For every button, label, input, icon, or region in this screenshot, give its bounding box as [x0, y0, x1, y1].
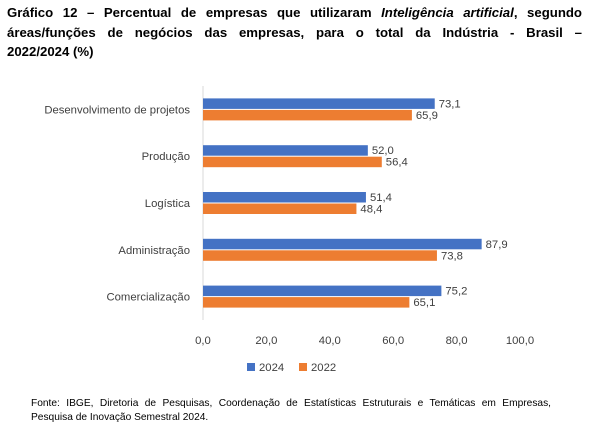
data-label-2022: 48,4 — [360, 204, 382, 216]
source-note: Fonte: IBGE, Diretoria de Pesquisas, Coo… — [31, 398, 551, 423]
x-tick-label: 80,0 — [446, 335, 468, 347]
chart-title-line-2: áreas/funções de negócios das empresas, … — [7, 24, 582, 40]
bar-2022 — [203, 203, 357, 214]
category-label: Desenvolvimento de projetos — [44, 104, 190, 116]
bar-chart: Desenvolvimento de projetos 73,165,9 Produ… — [44, 86, 534, 374]
chart-title-line-1: Gráfico 12 – Percentual de empresas que … — [7, 3, 582, 23]
chart-title-prefix: Gráfico 12 – Percentual de empresas que … — [7, 5, 382, 20]
x-tick-label: 40,0 — [319, 335, 341, 347]
bar-2022 — [203, 109, 412, 121]
bar-2022 — [203, 156, 382, 168]
legend-label-2024: 2024 — [259, 362, 284, 374]
category-label: Comercialização — [106, 292, 190, 304]
x-tick-label: 0,0 — [195, 335, 211, 347]
chart-area: Desenvolvimento de projetos 73,1 65,9 Produ… — [7, 78, 572, 380]
chart-title-italic: Inteligência artificial — [381, 5, 514, 20]
bar-2022 — [203, 297, 410, 308]
category-label: Administração — [118, 245, 190, 257]
chart-title: Gráfico 12 – Percentual de empresas que … — [7, 3, 582, 62]
bar-2024 — [203, 98, 435, 109]
legend-swatch-2024 — [247, 363, 255, 371]
bar-2024 — [203, 145, 368, 156]
data-label-2024: 73,1 — [439, 98, 461, 110]
data-label-2022: 65,1 — [413, 297, 435, 309]
data-label-2024: 51,4 — [370, 192, 392, 204]
data-label-2024: 87,9 — [486, 239, 508, 251]
data-label-2022: 65,9 — [416, 110, 438, 122]
data-label-2022: 73,8 — [441, 250, 463, 262]
bar-2024 — [203, 192, 366, 203]
category-label: Produção — [142, 151, 190, 163]
x-tick-label: 20,0 — [255, 335, 277, 347]
x-tick-label: 100,0 — [506, 335, 534, 347]
legend-label-2022: 2022 — [311, 362, 336, 374]
data-label-2022: 56,4 — [386, 157, 408, 169]
bar-2024 — [203, 285, 442, 297]
chart-title-suffix: , segundo — [513, 5, 582, 20]
bar-2022 — [203, 250, 437, 261]
bar-2024 — [203, 238, 482, 250]
x-tick-label: 60,0 — [382, 335, 404, 347]
data-label-2024: 52,0 — [372, 145, 394, 157]
category-label: Logística — [145, 198, 191, 210]
chart-title-line-3: 2022/2024 (%) — [7, 44, 94, 59]
data-label-2024: 75,2 — [445, 286, 467, 298]
legend-swatch-2022 — [299, 363, 307, 371]
